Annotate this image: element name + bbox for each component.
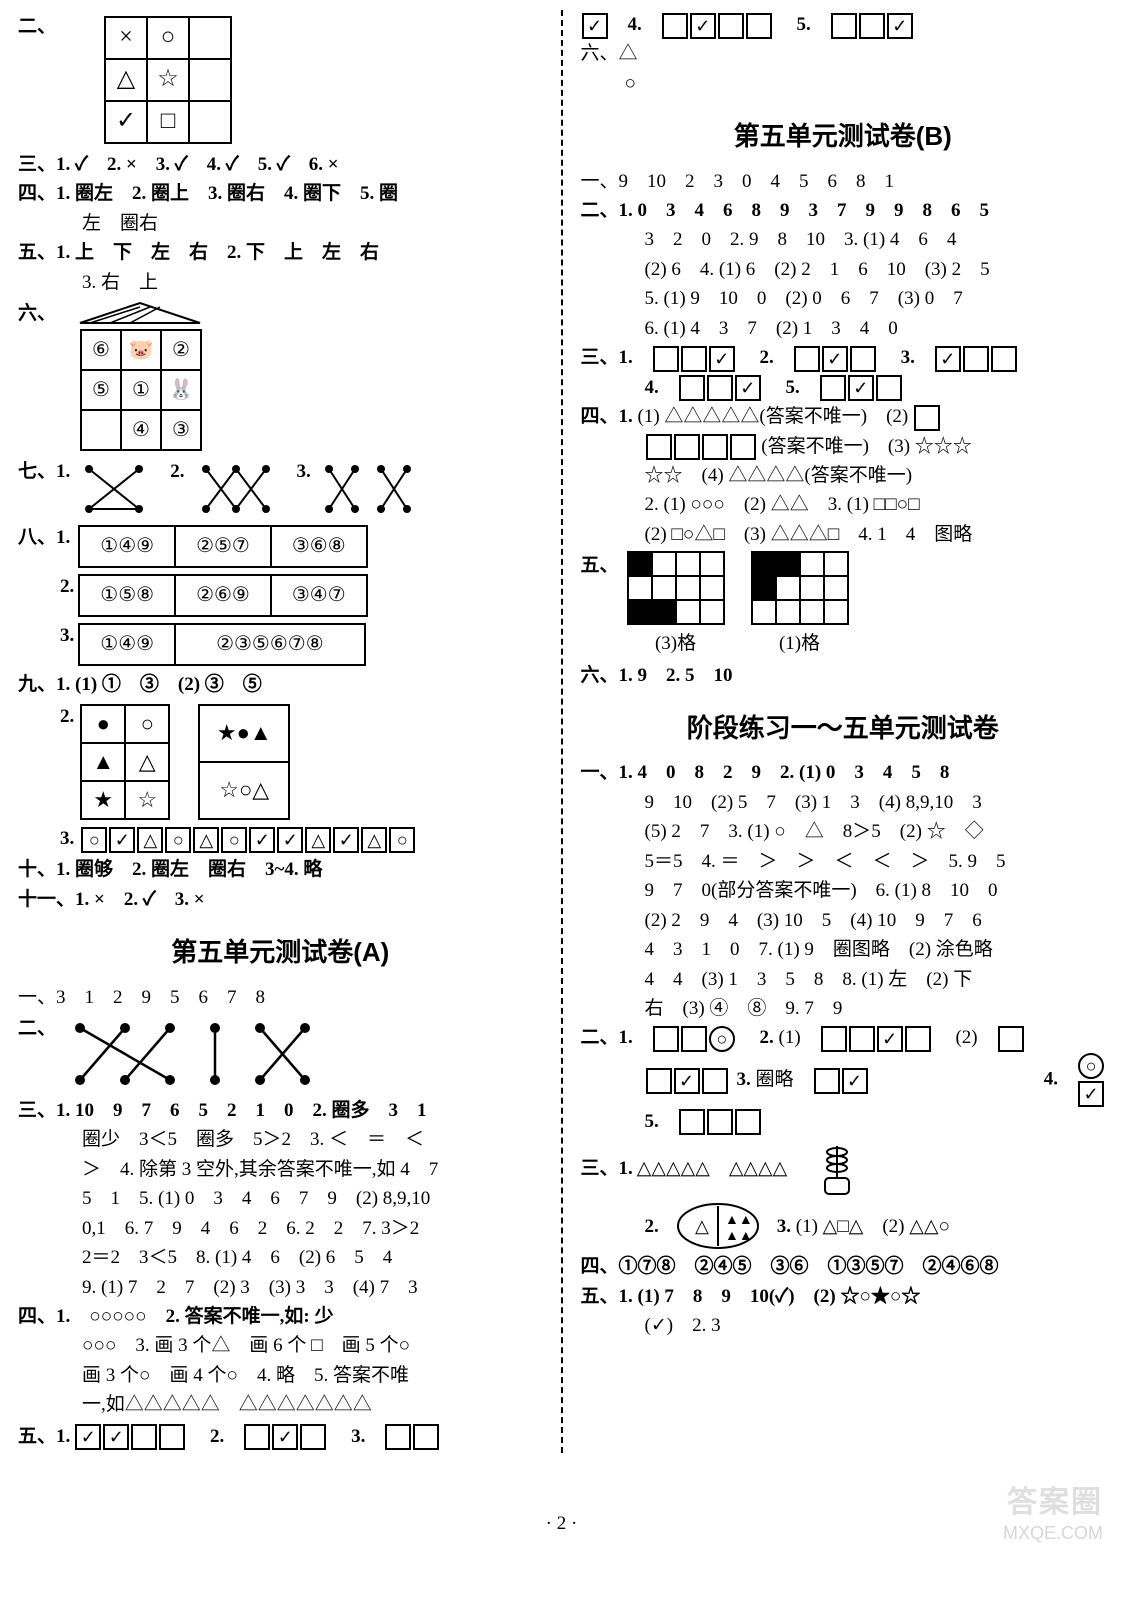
a-1: 一、3 1 2 9 5 6 7 8: [18, 983, 543, 1012]
a-4c: 画 3 个○ 画 4 个○ 4. 略 5. 答案不唯: [18, 1361, 543, 1390]
lbl-7-2: 2.: [170, 457, 184, 486]
b-3: 三、1. ✓ 2. ✓ 3. ✓: [581, 343, 1106, 372]
c-3: 三、1.: [581, 1154, 633, 1183]
shapes-left: ●○ ▲△ ★☆: [80, 704, 170, 820]
c-1f: (2) 2 9 4 (3) 10 5 (4) 10 9 7 6: [581, 906, 1106, 935]
sec-2: 二、: [18, 12, 56, 41]
sec-11: 十一、1. × 2. ✓ 3. ×: [18, 885, 543, 914]
match-2: [191, 459, 291, 519]
a-3b: 圈少 3＜5 圈多 5＞2 3. ＜ ＝ ＜: [18, 1125, 543, 1154]
page-number: · 2 ·: [0, 1509, 1123, 1538]
c-1g: 4 3 1 0 7. (1) 9 圈图略 (2) 涂色略: [581, 935, 1106, 964]
a-3c: ＞ 4. 除第 3 空外,其余答案不唯一,如 4 7: [18, 1155, 543, 1184]
a-3f: 2＝2 3＜5 8. (1) 4 6 (2) 6 5 4: [18, 1243, 543, 1272]
a-3g: 9. (1) 7 2 7 (2) 3 (3) 3 3 (4) 7 3: [18, 1273, 543, 1302]
c-2b: ✓ 3. 圈略 ✓ 4. ○✓: [581, 1053, 1106, 1107]
c-1e: 9 7 0(部分答案不唯一) 6. (1) 8 10 0: [581, 876, 1106, 905]
c-1a: 一、1. 4 0 8 2 9 2. (1) 0 3 4 5 8: [581, 758, 1106, 787]
divider: [561, 10, 563, 1453]
r-6b: ○: [581, 69, 1106, 98]
oval-split-icon: △ ▲▲ ▲▲: [673, 1200, 763, 1252]
c-1h: 4 4 (3) 1 3 5 8 8. (1) 左 (2) 下: [581, 965, 1106, 994]
b-4c: ☆☆ (4) △△△△(答案不唯一): [581, 461, 1106, 490]
sec-5: 五、1. 上 下 左 右 2. 下 上 左 右: [18, 238, 543, 267]
a-5-body: ✓✓ 2. ✓ 3.: [74, 1422, 542, 1451]
sec-9: 九、1. (1) ① ③ (2) ③ ⑤: [18, 670, 543, 699]
sec-4: 四、1. 圈左 2. 圈上 3. 圈右 4. 圈下 5. 圈: [18, 179, 543, 208]
svg-text:△: △: [695, 1216, 709, 1236]
b-2d: 5. (1) 9 10 0 (2) 0 6 7 (3) 0 7: [581, 284, 1106, 313]
a-5: 五、1.: [18, 1422, 70, 1451]
match-a2: [60, 1016, 340, 1092]
c-1i: 右 (3) ④ ⑧ 9. 7 9: [581, 994, 1106, 1023]
svg-text:▲▲: ▲▲: [725, 1213, 753, 1228]
sec-7: 七、1.: [18, 457, 70, 486]
c-1b: 9 10 (2) 5 7 (3) 1 3 (4) 8,9,10 3: [581, 788, 1106, 817]
b-5: 五、: [581, 551, 619, 580]
b-4a: 四、1. (1) △△△△△(答案不唯一) (2): [581, 402, 1106, 431]
title-b: 第五单元测试卷(B): [581, 116, 1106, 156]
lbl-8-2: 2.: [60, 572, 74, 601]
c-3a: △△△△△ △△△△: [637, 1138, 1105, 1198]
r-6: 六、△: [581, 39, 1106, 68]
c-5a: 五、1. (1) 7 8 9 10(✓) (2) ☆○★○☆: [581, 1282, 1106, 1311]
b-2b: 3 2 0 2. 9 8 10 3. (1) 4 6 4: [581, 225, 1106, 254]
box-8-1: ①④⑨②⑤⑦③⑥⑧: [78, 525, 542, 568]
b-2e: 6. (1) 4 3 7 (2) 1 3 4 0: [581, 314, 1106, 343]
b-6: 六、1. 9 2. 5 10: [581, 661, 1106, 690]
c-1c: (5) 2 7 3. (1) ○ △ 8＞5 (2) ☆ ◇: [581, 817, 1106, 846]
c-3b: 2. △ ▲▲ ▲▲ 3. (1) △□△ (2) △△○: [581, 1200, 1106, 1252]
lbl-8-3: 3.: [60, 621, 74, 650]
box-8-3: ①④⑨②③⑤⑥⑦⑧: [78, 623, 542, 666]
match-1: [74, 459, 164, 519]
a-2: 二、: [18, 1014, 56, 1043]
title-a: 第五单元测试卷(A): [18, 932, 543, 972]
svg-text:▲▲: ▲▲: [725, 1229, 753, 1244]
title-c: 阶段练习一～五单元测试卷: [581, 708, 1106, 748]
b-4b: (答案不唯一) (3) ☆☆☆: [581, 432, 1106, 461]
c-2c: 5.: [581, 1107, 1106, 1136]
watermark-2: MXQE.COM: [1003, 1520, 1103, 1548]
a-3d: 5 1 5. (1) 0 3 4 6 7 9 (2) 8,9,10: [18, 1184, 543, 1213]
b-3b: 4. ✓ 5. ✓: [581, 373, 1106, 402]
sec-4b: 左 圈右: [18, 209, 543, 238]
b-2c: (2) 6 4. (1) 6 (2) 2 1 6 10 (3) 2 5: [581, 255, 1106, 284]
c-5b: (✓) 2. 3: [581, 1311, 1106, 1340]
a-3e: 0,1 6. 7 9 4 6 2 6. 2 2 7. 3＞2: [18, 1214, 543, 1243]
sec-5b: 3. 右 上: [18, 268, 543, 297]
a-4d: 一,如△△△△△ △△△△△△△: [18, 1390, 543, 1419]
seq-9-3: ○✓△○△○✓✓△✓△○: [80, 824, 542, 853]
lbl-9-2: 2.: [60, 702, 74, 731]
a-4b: ○○○ 3. 画 3 个△ 画 6 个 □ 画 5 个○: [18, 1331, 543, 1360]
sec-10: 十、1. 圈够 2. 圈左 圈右 3~4. 略: [18, 855, 543, 884]
sec-6: 六、: [18, 299, 56, 328]
b-2a: 二、1. 0 3 4 6 8 9 3 7 9 9 8 6 5: [581, 196, 1106, 225]
sec-8: 八、1.: [18, 523, 70, 552]
abacus-icon: [807, 1138, 867, 1198]
b-4d: 2. (1) ○○○ (2) △△ 3. (1) □□○□: [581, 490, 1106, 519]
lbl-7-3: 3.: [297, 457, 311, 486]
sec-3: 三、1. ✓ 2. × 3. ✓ 4. ✓ 5. ✓ 6. ×: [18, 150, 543, 179]
c-4: 四、①⑦⑧ ②④⑤ ③⑥ ①③⑤⑦ ②④⑥⑧: [581, 1252, 1106, 1281]
c-2: 二、1. ○ 2. (1) ✓ (2): [581, 1023, 1106, 1052]
box-8-2: ①⑤⑧②⑥⑨③④⑦: [78, 574, 542, 617]
grid-2: ×○ △☆ ✓□: [104, 16, 232, 144]
sq-1: (3)格: [627, 551, 725, 658]
r-top: ✓ 4. ✓ 5. ✓: [581, 10, 1106, 39]
c-1d: 5＝5 4. ＝ ＞ ＞ ＜ ＜ ＞ 5. 9 5: [581, 847, 1106, 876]
match-3: [317, 459, 427, 519]
lbl-9-3: 3.: [60, 824, 74, 853]
roof-icon: [60, 301, 220, 325]
a-4a: 四、1. ○○○○○ 2. 答案不唯一,如: 少: [18, 1302, 543, 1331]
grid-6: ⑥🐷② ⑤①🐰 ④③: [80, 329, 202, 451]
shapes-right: ★●▲ ☆○△: [198, 704, 290, 820]
b-4e: (2) □○△□ (3) △△△□ 4. 1 4 图略: [581, 520, 1106, 549]
b-1: 一、9 10 2 3 0 4 5 6 8 1: [581, 167, 1106, 196]
sq-2: (1)格: [751, 551, 849, 658]
a-3: 三、1. 10 9 7 6 5 2 1 0 2. 圈多 3 1: [18, 1096, 543, 1125]
